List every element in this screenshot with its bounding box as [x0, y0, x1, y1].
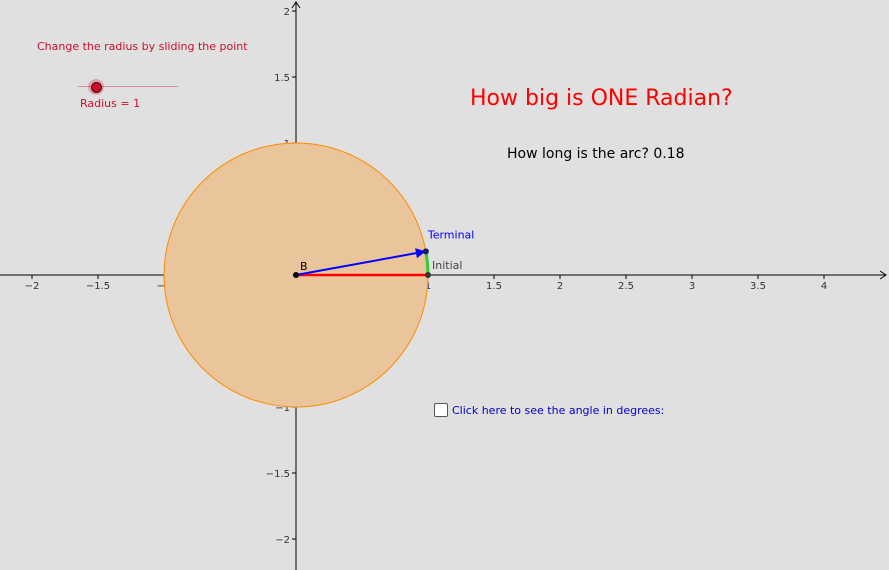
- point-B-label: B: [300, 260, 308, 273]
- point-B[interactable]: [293, 272, 299, 278]
- terminal-ray: [295, 252, 417, 276]
- terminal-label: Terminal: [427, 228, 475, 241]
- y-axis-arrow-icon: [291, 1, 301, 9]
- x-tick-label: −2: [25, 281, 40, 292]
- y-tick-label: −1: [275, 403, 290, 414]
- initial-label: Initial: [432, 259, 462, 272]
- radius-slider-track[interactable]: [78, 86, 178, 87]
- x-tick-label: 4: [821, 281, 827, 292]
- radius-slider-handle[interactable]: [88, 79, 104, 95]
- x-tick-label: −1.5: [86, 281, 110, 292]
- y-tick-label: 1.5: [274, 73, 290, 84]
- x-tick-label: 1.5: [486, 281, 502, 292]
- degrees-checkbox[interactable]: [434, 403, 448, 417]
- page-title: How big is ONE Radian?: [470, 86, 733, 111]
- y-tick-label: −1.5: [266, 469, 290, 480]
- slider-point-icon: [91, 82, 102, 93]
- radius-slider-label: Radius = 1: [80, 97, 141, 110]
- x-axis-arrow-icon: [879, 270, 887, 280]
- x-tick-label: 3: [689, 281, 695, 292]
- y-tick-label: −2: [275, 535, 290, 546]
- terminal-point[interactable]: [422, 248, 429, 255]
- slider-caption: Change the radius by sliding the point: [37, 40, 248, 53]
- x-tick-label: 3.5: [750, 281, 766, 292]
- arc-length-text: How long is the arc? 0.18: [507, 146, 685, 162]
- x-tick-label: 2: [557, 281, 563, 292]
- x-tick-label: 2.5: [618, 281, 634, 292]
- y-tick-label: 2: [284, 7, 290, 18]
- degrees-checkbox-control[interactable]: Click here to see the angle in degrees:: [434, 403, 664, 417]
- initial-point[interactable]: [425, 272, 431, 278]
- degrees-checkbox-label[interactable]: Click here to see the angle in degrees:: [452, 403, 665, 417]
